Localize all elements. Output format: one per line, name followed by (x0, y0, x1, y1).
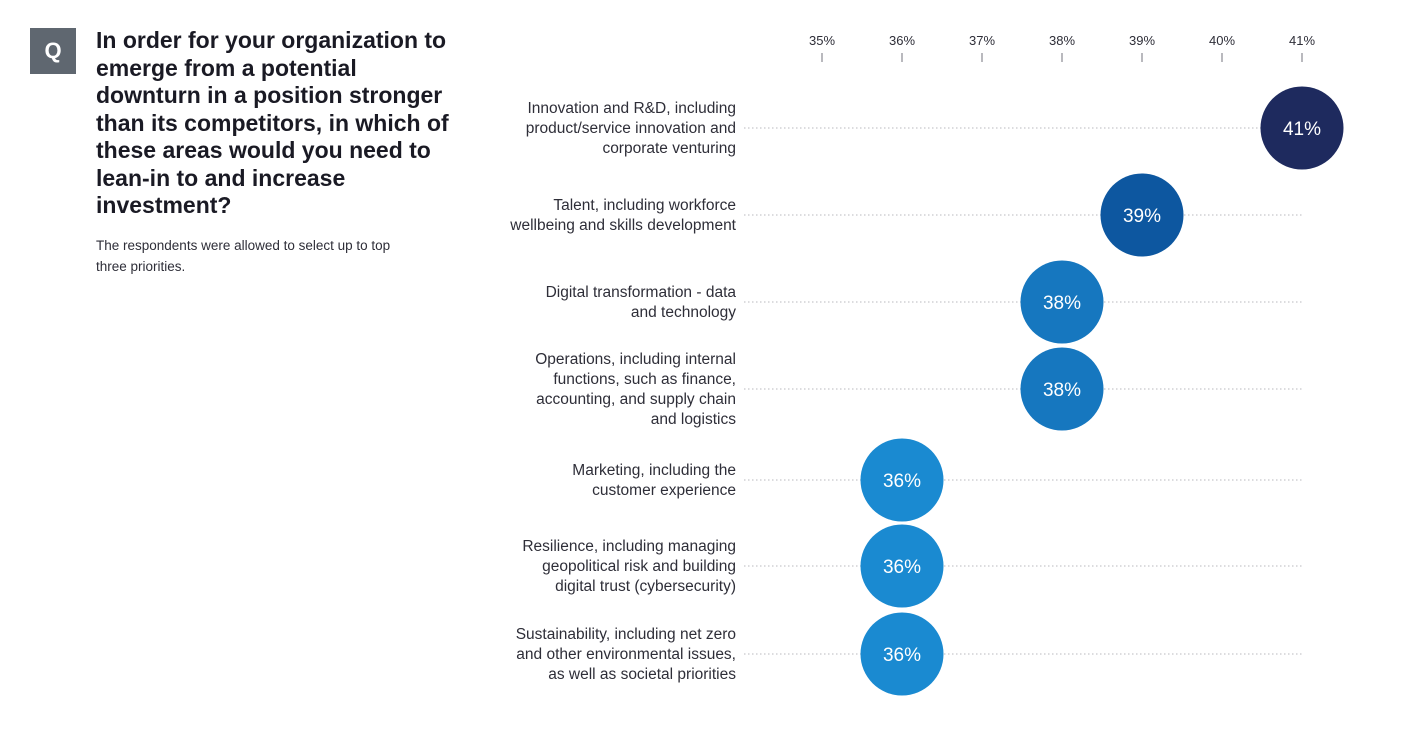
x-tick-label: 40% (1209, 33, 1235, 48)
x-tick-label: 41% (1289, 33, 1315, 48)
x-tick-label: 37% (969, 33, 995, 48)
data-bubble (860, 438, 944, 522)
category-label: Sustainability, including net zero (516, 626, 736, 643)
question-badge: Q (30, 28, 76, 74)
category-label: customer experience (592, 482, 736, 499)
category-label: corporate venturing (602, 140, 736, 157)
category-label: Innovation and R&D, including (527, 100, 736, 117)
x-tick-label: 39% (1129, 33, 1155, 48)
category-label: product/service innovation and (526, 120, 736, 137)
category-label: Operations, including internal (535, 351, 736, 368)
data-value-label: 36% (883, 557, 921, 578)
category-label: Resilience, including managing (522, 538, 736, 555)
data-bubble (1020, 347, 1104, 431)
data-value-label: 38% (1043, 293, 1081, 314)
x-tick-label: 38% (1049, 33, 1075, 48)
question-title: In order for your organization to emerge… (96, 27, 449, 218)
category-label: accounting, and supply chain (536, 391, 736, 408)
data-bubble (860, 524, 944, 608)
data-value-label: 36% (883, 471, 921, 492)
category-label: wellbeing and skills development (509, 217, 736, 234)
data-bubble (1100, 173, 1184, 257)
category-label: and technology (631, 304, 736, 321)
data-bubble (860, 612, 944, 696)
data-value-label: 36% (883, 645, 921, 666)
category-label: Digital transformation - data (546, 284, 737, 301)
category-label: and logistics (651, 411, 737, 428)
data-value-label: 38% (1043, 380, 1081, 401)
question-note: The respondents were allowed to select u… (96, 238, 391, 274)
data-value-label: 39% (1123, 206, 1161, 227)
data-bubble (1020, 260, 1104, 344)
data-value-label: 41% (1283, 119, 1321, 140)
x-tick-label: 35% (809, 33, 835, 48)
category-label: geopolitical risk and building (542, 558, 736, 575)
x-tick-label: 36% (889, 33, 915, 48)
category-label: as well as societal priorities (548, 666, 736, 683)
category-label: Marketing, including the (572, 462, 736, 479)
category-label: functions, such as finance, (553, 371, 736, 388)
category-label: Talent, including workforce (553, 197, 736, 214)
data-bubble (1260, 86, 1344, 170)
category-label: digital trust (cybersecurity) (555, 578, 736, 595)
category-label: and other environmental issues, (516, 646, 736, 663)
